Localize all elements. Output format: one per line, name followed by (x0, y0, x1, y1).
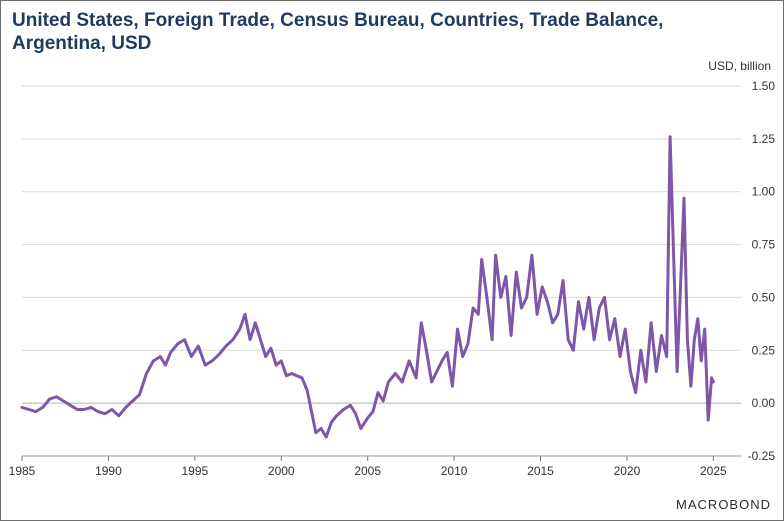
y-tick-label: 1.25 (752, 132, 776, 146)
x-tick-label: 2020 (614, 464, 641, 478)
chart-title: United States, Foreign Trade, Census Bur… (12, 10, 664, 54)
gridlines (22, 85, 741, 457)
y-tick-label: 0.75 (752, 238, 776, 252)
x-tick-label: 2010 (441, 464, 468, 478)
y-tick-label: 0.25 (752, 343, 776, 357)
x-tick-label: 2000 (268, 464, 295, 478)
x-tick-label: 2015 (527, 464, 554, 478)
x-tick-label: 1990 (95, 464, 122, 478)
y-axis-ticks: -0.25 0.00 0.25 0.50 0.75 1.00 1.25 1.50 (748, 79, 776, 463)
y-tick-label: 1.00 (752, 185, 776, 199)
y-tick-label: -0.25 (748, 449, 776, 463)
x-tick-label: 1995 (181, 464, 208, 478)
x-axis-ticks: 1985 1990 1995 2000 2005 2010 2015 2020 2025 (9, 456, 727, 478)
series-line-0 (20, 135, 715, 439)
y-tick-label: 0.50 (752, 290, 776, 304)
x-tick-label: 2005 (354, 464, 381, 478)
x-tick-label: 1985 (9, 464, 36, 478)
y-axis-unit-label: USD, billion (708, 59, 771, 73)
x-tick-label: 2025 (700, 464, 727, 478)
y-tick-label: 1.50 (752, 79, 776, 93)
macrobond-logo: MACROBOND (676, 497, 771, 512)
y-tick-label: 0.00 (752, 396, 776, 410)
series-group (20, 135, 715, 439)
